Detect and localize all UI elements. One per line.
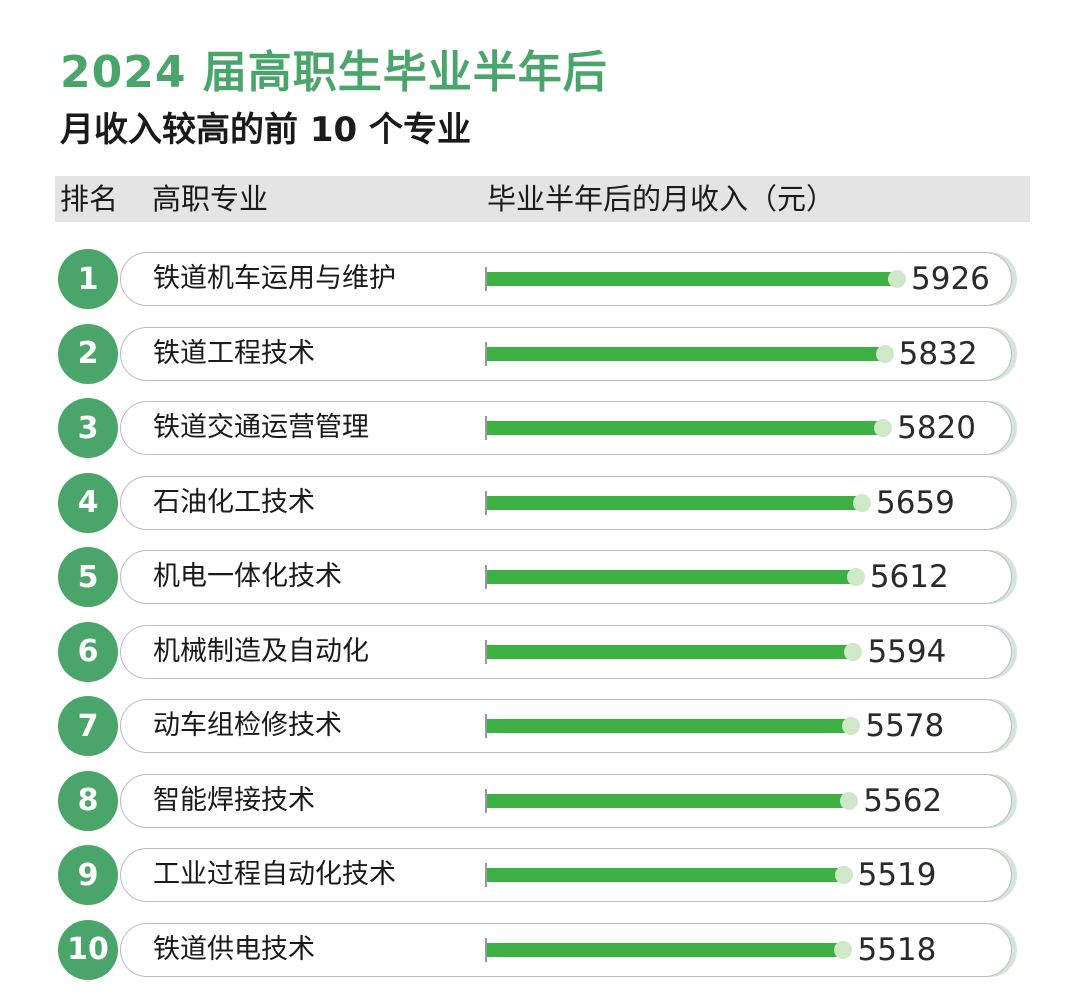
- major-label: 石油化工技术: [153, 486, 315, 518]
- major-label: 铁道机车运用与维护: [153, 263, 396, 294]
- rank-badge: 1: [58, 249, 118, 309]
- rank-badge: 8: [58, 770, 118, 831]
- bar-axis-tick: [485, 639, 487, 664]
- value-label: 5926: [911, 261, 990, 297]
- bar-end-dot: [874, 419, 893, 437]
- rank-badge: 6: [58, 621, 118, 682]
- income-bar: [487, 868, 844, 882]
- bar-end-dot: [842, 717, 861, 735]
- major-label: 智能焊接技术: [153, 784, 315, 816]
- page-title: 2024 届高职生毕业半年后: [60, 47, 608, 98]
- bar-axis-tick: [485, 714, 487, 738]
- bar-end-dot: [834, 940, 853, 959]
- major-label: 铁道供电技术: [153, 933, 315, 965]
- bar-end-dot: [844, 642, 863, 661]
- bar-axis-tick: [485, 863, 487, 887]
- bar-axis-tick: [485, 937, 487, 962]
- major-label: 工业过程自动化技术: [153, 859, 396, 890]
- major-label: 机电一体化技术: [153, 561, 342, 592]
- bar-end-dot: [846, 568, 865, 586]
- value-label: 5832: [898, 335, 978, 372]
- value-label: 5820: [897, 410, 976, 446]
- value-label: 5578: [865, 708, 945, 744]
- rank-badge: 2: [58, 323, 118, 384]
- rank-badge: 3: [58, 398, 118, 458]
- header-major: 高职专业: [152, 182, 269, 216]
- bar-axis-tick: [485, 565, 487, 589]
- value-label: 5518: [857, 931, 937, 968]
- major-label: 机械制造及自动化: [153, 635, 369, 667]
- major-label: 铁道工程技术: [153, 337, 315, 369]
- value-label: 5594: [867, 633, 947, 670]
- major-label: 动车组检修技术: [153, 710, 342, 741]
- major-label: 铁道交通运营管理: [153, 412, 369, 443]
- income-bar: [487, 942, 844, 957]
- table-header-bar: [55, 176, 1030, 222]
- income-bar: [487, 495, 862, 510]
- header-rank: 排名: [60, 182, 119, 216]
- income-bar: [487, 644, 854, 659]
- value-label: 5562: [863, 782, 943, 819]
- bar-end-dot: [834, 866, 853, 884]
- bar-end-dot: [888, 270, 906, 288]
- page-subtitle: 月收入较高的前 10 个专业: [60, 110, 471, 150]
- income-bar: [487, 719, 852, 733]
- rank-badge: 4: [58, 472, 118, 533]
- bar-axis-tick: [485, 788, 487, 813]
- rank-badge: 9: [58, 845, 118, 905]
- bar-end-dot: [875, 344, 894, 363]
- header-income: 毕业半年后的月收入（元）: [487, 182, 836, 216]
- rank-badge: 5: [58, 547, 118, 607]
- bar-axis-tick: [485, 341, 487, 366]
- income-bar: [487, 272, 897, 286]
- income-bar: [487, 421, 884, 435]
- value-label: 5519: [857, 857, 937, 893]
- income-bar: [487, 346, 885, 361]
- rank-badge: 10: [58, 919, 118, 980]
- income-bar: [487, 570, 856, 584]
- income-bar: [487, 793, 850, 808]
- value-label: 5659: [875, 484, 955, 521]
- bar-axis-tick: [485, 490, 487, 515]
- bar-axis-tick: [485, 267, 487, 291]
- bar-end-dot: [852, 493, 871, 512]
- bar-end-dot: [840, 791, 859, 810]
- rank-badge: 7: [58, 696, 118, 756]
- value-label: 5612: [869, 559, 949, 595]
- bar-axis-tick: [485, 416, 487, 440]
